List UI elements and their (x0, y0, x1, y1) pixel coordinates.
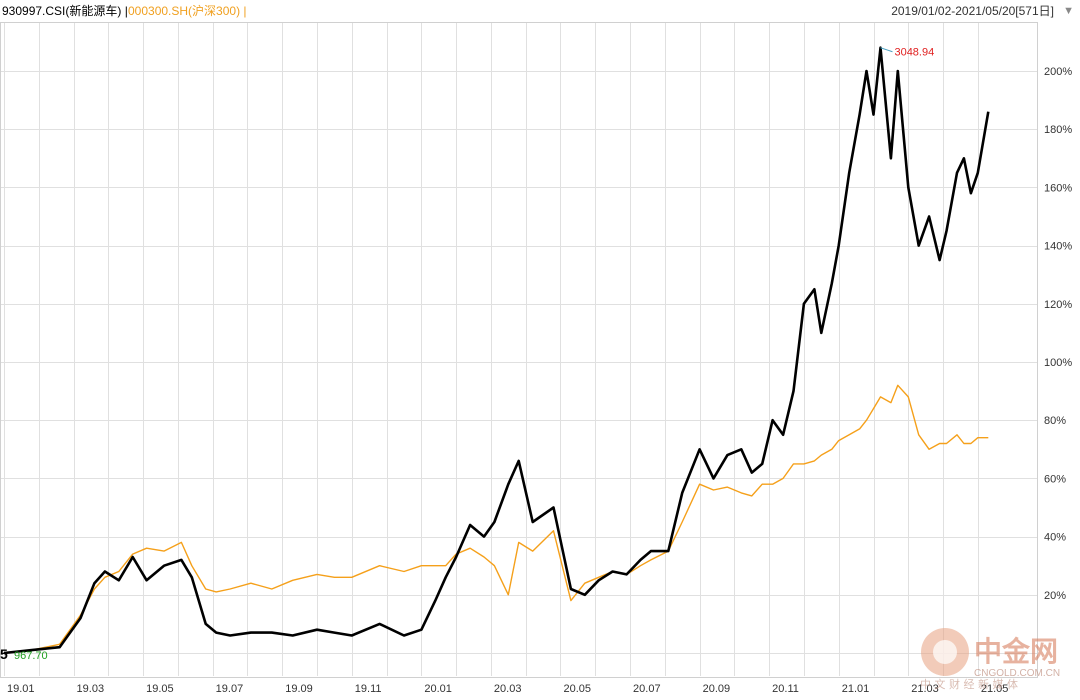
grid-layer (0, 22, 1038, 678)
y-tick-label: 40% (1044, 532, 1066, 544)
x-tick-label: 19.03 (77, 683, 105, 695)
max-leader-line (880, 47, 893, 53)
x-tick-label: 20.09 (703, 683, 731, 695)
y-tick-label: 80% (1044, 415, 1066, 427)
watermark-slogan: 中 文 财 经 新 媒 体 (920, 677, 1018, 691)
legend-separator: | (124, 4, 128, 18)
y-tick-label: 200% (1044, 66, 1072, 78)
x-tick-label: 20.07 (633, 683, 661, 695)
triangle-down-icon[interactable]: ▼ (1063, 5, 1074, 17)
y-tick-label: 140% (1044, 241, 1072, 253)
series-b-label: 000300.SH(沪深300) (128, 4, 241, 18)
x-tick-label: 20.11 (772, 683, 799, 695)
chart-header: 930997.CSI(新能源车) | 000300.SH(沪深300) | 20… (0, 0, 1080, 22)
x-tick-label: 19.07 (216, 683, 244, 695)
plot-border (0, 22, 1038, 678)
x-tick-label: 21.05 (981, 683, 1009, 695)
y-tick-label: 180% (1044, 124, 1072, 136)
max-value-label: 3048.94 (894, 47, 934, 59)
left-edge-marker: 5 (0, 646, 8, 662)
min-value-label: 967.70 (14, 650, 48, 662)
annotation-layer: 3048.94 967.70 5 (0, 47, 934, 662)
y-tick-label: 60% (1044, 473, 1066, 485)
x-tick-label: 20.03 (494, 683, 522, 695)
series-a-legend[interactable]: 930997.CSI(新能源车) | (2, 0, 128, 22)
x-tick-label: 20.01 (424, 683, 452, 695)
watermark-name: 中金网 (974, 635, 1058, 668)
legend-separator-b: | (243, 4, 247, 18)
watermark-domain: CNGOLD.COM.CN (974, 668, 1060, 679)
series-layer (3, 46, 990, 655)
y-tick-label: 160% (1044, 182, 1072, 194)
series-a-label: 930997.CSI(新能源车) (2, 4, 122, 18)
y-tick-label: 120% (1044, 299, 1072, 311)
x-tick-label: 21.01 (842, 683, 870, 695)
series-line-new-energy-vehicle (3, 46, 990, 655)
x-tick-label: 19.01 (7, 683, 35, 695)
series-b-legend[interactable]: 000300.SH(沪深300) | (128, 0, 247, 22)
y-axis-labels: 20% 40% 60% 80% 100% 120% 140% 160% 180% 200% (1044, 66, 1072, 602)
y-tick-label: 100% (1044, 357, 1072, 369)
x-tick-label: 21.03 (911, 683, 939, 695)
x-tick-label: 19.11 (355, 683, 382, 695)
x-tick-label: 19.05 (146, 683, 174, 695)
y-tick-label: 20% (1044, 590, 1066, 602)
x-tick-label: 20.05 (563, 683, 591, 695)
x-tick-label: 19.09 (285, 683, 313, 695)
date-range-label: 2019/01/02-2021/05/20[571日] (891, 4, 1054, 18)
x-axis-labels: 19.01 19.03 19.05 19.07 19.09 19.11 20.01 20.03… (7, 683, 1008, 695)
cngold-logo-inner (933, 640, 957, 664)
